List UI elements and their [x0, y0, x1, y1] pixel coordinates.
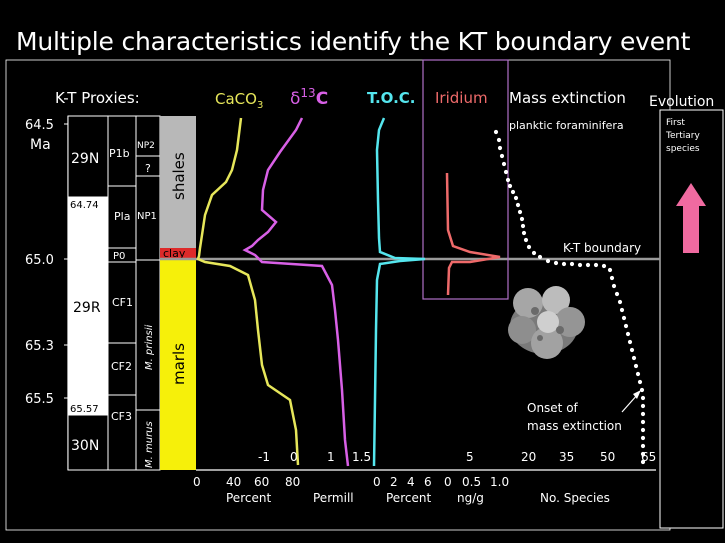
- chron-29r-band: [68, 197, 108, 415]
- slide-title: Multiple characteristics identify the KT…: [16, 27, 691, 56]
- nanno-zone-np2: NP2: [137, 141, 155, 151]
- first-tertiary-line1: First: [666, 118, 685, 128]
- onset-arrow-line: [621, 393, 639, 413]
- caco3-tick: 40: [226, 475, 241, 489]
- toc-header: T.O.C.: [367, 89, 415, 107]
- d13c-header: δ13C: [290, 86, 328, 109]
- first-tertiary-line3: species: [666, 144, 700, 154]
- chron-29n-label: 29N: [71, 151, 99, 167]
- species-tick: 65: [641, 450, 656, 464]
- mass-extinction-header: Mass extinction: [509, 89, 626, 107]
- d13c-tick: 1: [327, 450, 335, 464]
- iridium-unit: ng/g: [457, 491, 484, 505]
- lithology-shales: [160, 116, 196, 248]
- caco3-curve: [196, 117, 300, 466]
- foram-zone-cf2: CF2: [111, 360, 132, 373]
- species-tick: 50: [600, 450, 615, 464]
- lithology-marls: [160, 260, 196, 470]
- toc-tick: 0: [373, 475, 381, 489]
- chron-age-label: 65.57: [70, 404, 99, 415]
- foram-zone-boundaries: [108, 185, 136, 396]
- caco3-label: CaCO: [215, 90, 257, 108]
- iridium-curve: [445, 172, 501, 296]
- iridium-header: Iridium: [435, 89, 488, 107]
- onset-arrow-head: [633, 390, 641, 399]
- evolution-header: Evolution: [649, 94, 714, 110]
- species-tick: 20: [521, 450, 536, 464]
- iridium-tick: 1.0: [490, 475, 509, 489]
- caco3-tick: 80: [285, 475, 300, 489]
- onset-label-line2: mass extinction: [527, 419, 622, 433]
- d13c-unit: Permill: [313, 491, 354, 505]
- iridium-tick: 0.5: [462, 475, 481, 489]
- age-tick-label: 65.3: [25, 339, 54, 354]
- d13c-curve: [242, 117, 350, 467]
- lithology-shales-label: shales: [170, 152, 188, 200]
- d13c-delta: δ: [290, 89, 300, 109]
- foram-zone-pla: Pla: [114, 210, 130, 223]
- iridium-tick: 0: [444, 475, 452, 489]
- toc-tick: 4: [407, 475, 415, 489]
- age-tick-label: 65.5: [25, 392, 54, 407]
- evolution-panel: [659, 109, 724, 529]
- species-m-prinsii: M. prinsii: [144, 324, 155, 370]
- toc-unit: Percent: [386, 491, 431, 505]
- toc-curve: [372, 117, 426, 467]
- nanno-zone-np1: NP1: [137, 211, 157, 222]
- age-unit-label: Ma: [30, 137, 51, 153]
- first-tertiary-line2: Tertiary: [665, 131, 700, 141]
- chron-29r-label: 29R: [73, 300, 101, 316]
- toc-tick: 2: [390, 475, 398, 489]
- age-axis-ticks: 64.5 65.0 65.3 65.5: [25, 118, 70, 407]
- caco3-subscript: 3: [257, 100, 263, 111]
- nanno-zone-boundaries: [136, 155, 160, 411]
- kt-boundary-label: K-T boundary: [563, 241, 641, 255]
- chron-30n-label: 30N: [71, 438, 99, 454]
- iridium-tick: 5: [466, 450, 474, 464]
- toc-tick: 6: [424, 475, 432, 489]
- species-unit: No. Species: [540, 491, 610, 505]
- species-m-murus: M. murus: [144, 421, 155, 468]
- foraminifera-fossil-image: [508, 286, 585, 359]
- caco3-tick: 0: [193, 475, 201, 489]
- foram-zone-p0: P0: [113, 251, 125, 262]
- d13c-c: C: [316, 89, 328, 109]
- foram-zone-column: [107, 115, 137, 471]
- lithology-clay: [160, 248, 196, 260]
- caco3-unit: Percent: [226, 491, 271, 505]
- d13c-tick: 0: [290, 450, 298, 464]
- evolution-arrow: [676, 183, 706, 253]
- proxies-header: K-T Proxies:: [55, 89, 140, 107]
- lithology-marls-label: marls: [170, 343, 188, 385]
- lithology-clay-label: clay: [163, 247, 186, 260]
- age-tick-label: 64.5: [25, 118, 54, 133]
- foram-zone-cf1: CF1: [112, 296, 133, 309]
- d13c-superscript: 13: [300, 86, 315, 100]
- nanno-zone-unknown: ?: [145, 162, 151, 175]
- caco3-tick: 60: [254, 475, 269, 489]
- age-tick-label: 65.0: [25, 253, 54, 268]
- d13c-tick: -1: [258, 450, 270, 464]
- onset-label-line1: Onset of: [527, 401, 579, 415]
- caco3-header: CaCO3: [215, 90, 263, 111]
- foram-zone-cf3: CF3: [111, 410, 132, 423]
- species-tick: 35: [559, 450, 574, 464]
- foram-zone-p1b: P1b: [109, 147, 130, 160]
- chron-age-label: 64.74: [70, 200, 99, 211]
- toc-tick: 1.5: [352, 450, 371, 464]
- planktic-foraminifera-label: planktic foraminifera: [509, 119, 624, 132]
- species-count-dots: [493, 129, 646, 465]
